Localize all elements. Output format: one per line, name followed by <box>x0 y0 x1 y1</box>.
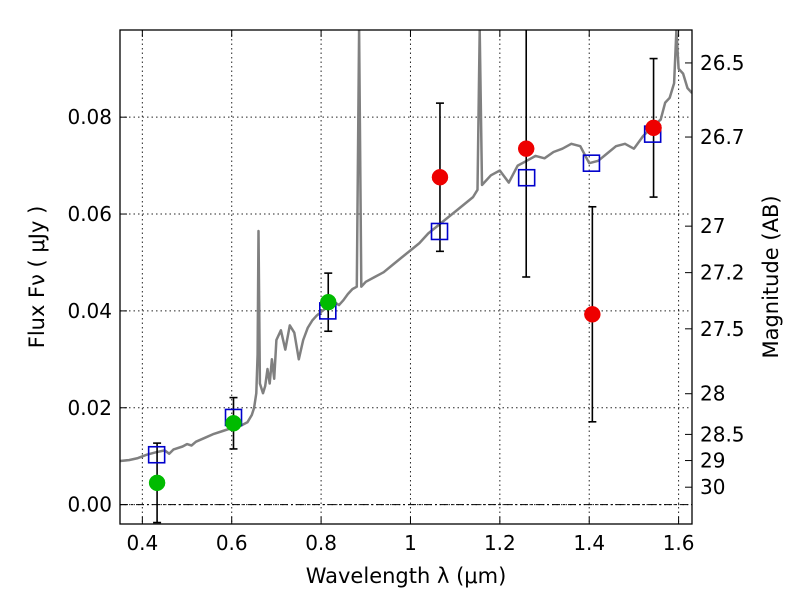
y-axis-ticks: 0.00 0.02 0.04 0.06 0.08 <box>67 105 127 517</box>
optical-data-point <box>319 293 337 311</box>
nir-data-point <box>431 168 449 186</box>
plot-area <box>120 30 692 524</box>
right-tick-label: 27 <box>700 214 725 238</box>
y-tick-label: 0.04 <box>67 299 112 323</box>
x-tick-label: 0.6 <box>216 531 248 555</box>
model-square <box>582 154 601 172</box>
y-axis-title: Flux Fν ( μJy ) <box>25 206 49 349</box>
y-tick-label: 0.00 <box>67 493 112 517</box>
right-tick-label: 27.5 <box>700 317 745 341</box>
right-tick-label: 30 <box>700 475 725 499</box>
optical-data-point <box>148 474 166 492</box>
model-squares <box>147 125 662 464</box>
grid-lines <box>120 30 692 524</box>
right-tick-label: 28.5 <box>700 422 745 446</box>
optical-data-point <box>225 415 242 432</box>
y-tick-label: 0.08 <box>67 105 112 129</box>
nir-data-point <box>584 306 601 323</box>
x-axis-title: Wavelength λ (μm) <box>306 564 507 588</box>
model-square <box>430 222 449 241</box>
right-tick-label: 26.7 <box>700 125 745 149</box>
nir-data-point <box>517 140 535 157</box>
nir-data-point <box>645 119 662 137</box>
model-square <box>147 445 166 464</box>
model-square <box>517 168 536 187</box>
x-tick-label: 1 <box>404 531 417 555</box>
x-tick-label: 1.2 <box>484 531 516 555</box>
y-tick-label: 0.06 <box>67 202 112 226</box>
x-axis-ticks: 0.4 0.6 0.8 1 1.2 1.4 1.6 <box>126 30 695 555</box>
x-tick-label: 1.6 <box>663 531 695 555</box>
x-tick-label: 0.4 <box>126 531 158 555</box>
right-tick-label: 28 <box>700 382 725 406</box>
x-tick-label: 0.8 <box>305 531 337 555</box>
right-tick-label: 29 <box>700 449 725 473</box>
photometry-points <box>148 119 662 492</box>
right-tick-label: 26.5 <box>700 51 745 75</box>
right-axis-title: Magnitude (AB) <box>759 195 783 358</box>
y-tick-label: 0.02 <box>67 396 112 420</box>
plot-frame <box>119 29 693 525</box>
x-tick-label: 1.4 <box>573 531 605 555</box>
right-tick-label: 27.2 <box>700 261 745 285</box>
